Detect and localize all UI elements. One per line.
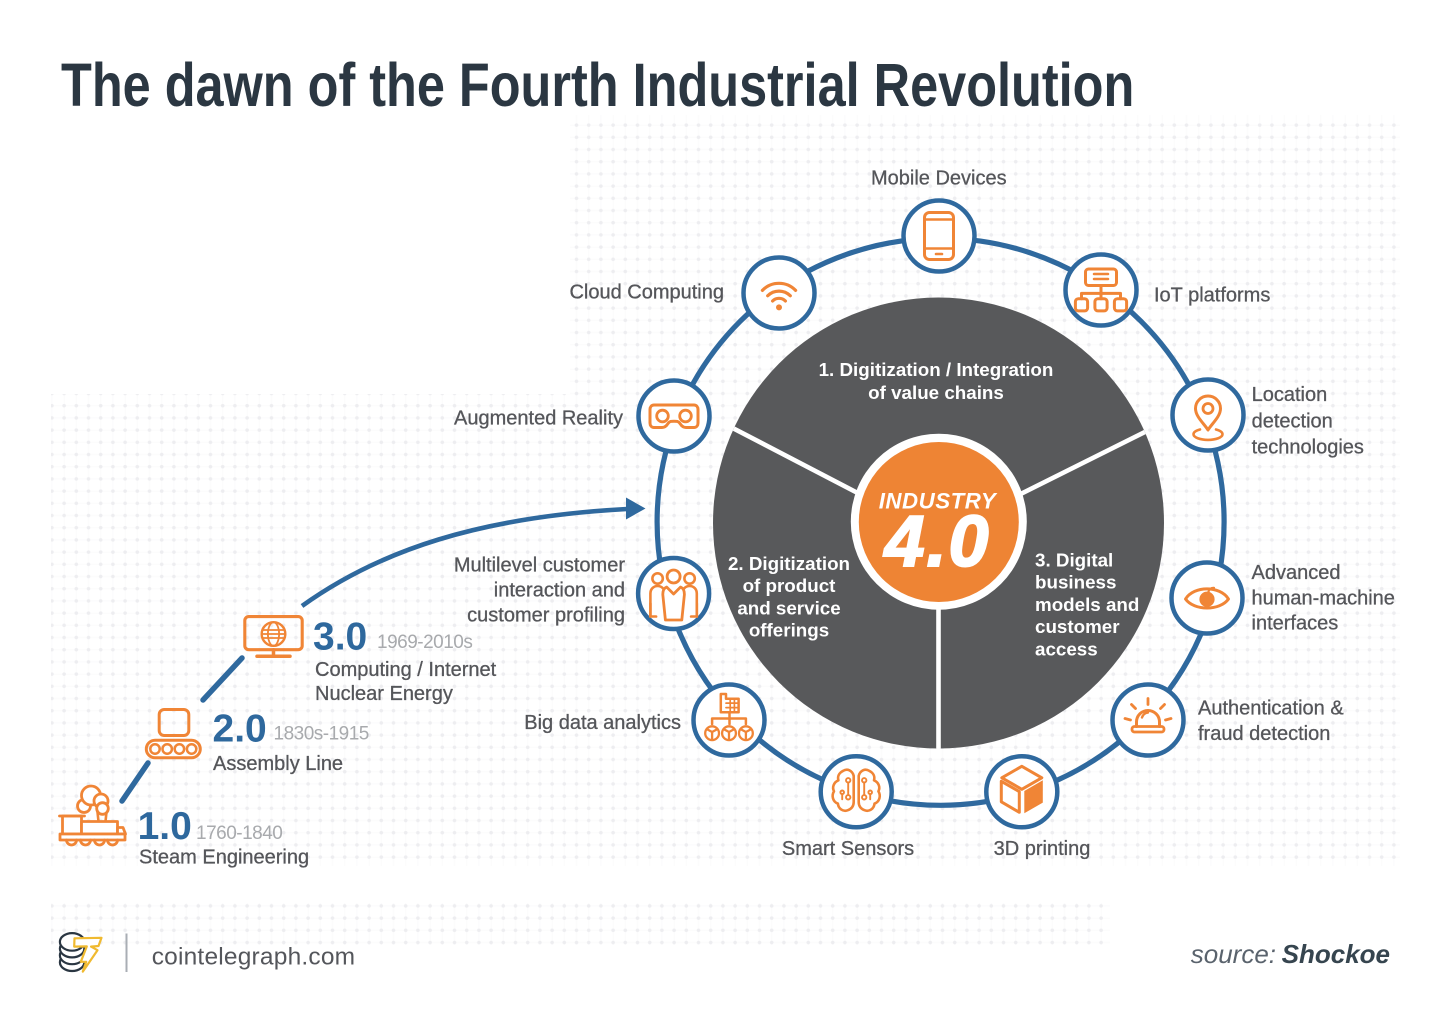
- svg-text:source:: source:: [1191, 939, 1276, 969]
- svg-text:models and: models and: [1035, 594, 1139, 615]
- svg-text:business: business: [1035, 572, 1116, 593]
- svg-text:interaction and: interaction and: [494, 580, 625, 602]
- svg-text:fraud detection: fraud detection: [1198, 723, 1330, 745]
- svg-text:Big data analytics: Big data analytics: [524, 712, 681, 734]
- svg-text:Mobile Devices: Mobile Devices: [871, 167, 1007, 189]
- svg-text:customer: customer: [1035, 616, 1120, 637]
- svg-text:detection: detection: [1252, 410, 1333, 432]
- svg-text:Authentication &: Authentication &: [1198, 698, 1344, 720]
- svg-text:3D printing: 3D printing: [994, 838, 1091, 860]
- svg-text:and service: and service: [737, 597, 840, 618]
- svg-text:of value chains: of value chains: [868, 382, 1004, 403]
- svg-text:Cloud Computing: Cloud Computing: [569, 281, 724, 303]
- svg-text:3. Digital: 3. Digital: [1035, 550, 1113, 571]
- svg-text:2.0: 2.0: [213, 708, 267, 751]
- svg-text:customer profiling: customer profiling: [467, 605, 625, 627]
- svg-text:human-machine: human-machine: [1252, 587, 1395, 609]
- svg-text:Augmented Reality: Augmented Reality: [454, 407, 623, 429]
- svg-text:of product: of product: [743, 575, 837, 596]
- svg-text:access: access: [1035, 638, 1098, 659]
- svg-text:4.0: 4.0: [882, 502, 990, 582]
- svg-text:technologies: technologies: [1252, 437, 1364, 459]
- svg-text:3.0: 3.0: [313, 616, 367, 659]
- svg-text:Shockoe: Shockoe: [1282, 939, 1390, 969]
- svg-text:2. Digitization: 2. Digitization: [728, 553, 850, 574]
- svg-text:1969-2010s: 1969-2010s: [377, 632, 472, 653]
- svg-text:1. Digitization / Integration: 1. Digitization / Integration: [819, 359, 1054, 380]
- svg-text:Steam Engineering: Steam Engineering: [139, 847, 309, 869]
- svg-text:cointelegraph.com: cointelegraph.com: [152, 944, 356, 971]
- svg-text:interfaces: interfaces: [1252, 613, 1339, 635]
- svg-text:The dawn of the Fourth Industr: The dawn of the Fourth Industrial Revolu…: [61, 50, 1134, 119]
- svg-text:Smart Sensors: Smart Sensors: [782, 838, 914, 860]
- svg-text:Assembly Line: Assembly Line: [213, 753, 343, 775]
- svg-text:1.0: 1.0: [138, 805, 192, 848]
- svg-text:Computing / Internet: Computing / Internet: [315, 659, 497, 681]
- svg-text:IoT platforms: IoT platforms: [1154, 284, 1270, 306]
- svg-text:Nuclear Energy: Nuclear Energy: [315, 683, 453, 705]
- svg-text:offerings: offerings: [749, 620, 829, 641]
- svg-text:INDUSTRY: INDUSTRY: [879, 488, 998, 513]
- svg-text:Advanced: Advanced: [1252, 562, 1341, 584]
- svg-text:Multilevel customer: Multilevel customer: [454, 555, 626, 577]
- svg-text:1830s-1915: 1830s-1915: [274, 724, 369, 745]
- svg-text:1760-1840: 1760-1840: [196, 823, 282, 844]
- svg-text:Location: Location: [1252, 384, 1328, 406]
